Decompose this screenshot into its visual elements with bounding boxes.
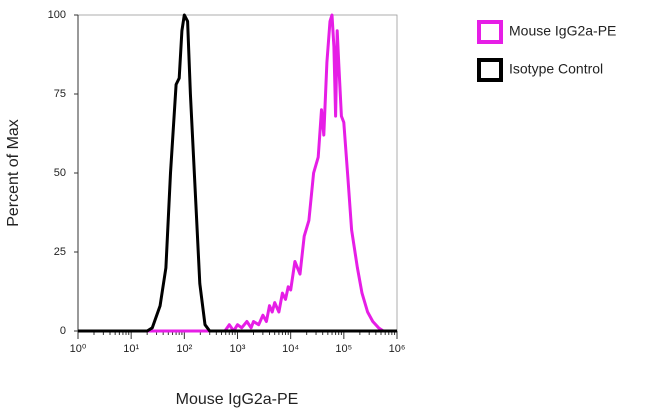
legend-label: Mouse IgG2a-PE — [509, 23, 616, 39]
x-tick-label: 10¹ — [123, 343, 139, 355]
series-line — [78, 13, 397, 333]
y-axis-title: Percent of Max — [5, 119, 22, 227]
x-tick-label: 10² — [176, 343, 192, 355]
x-axis-title: Mouse IgG2a-PE — [176, 391, 299, 408]
x-tick-label: 10⁵ — [335, 343, 352, 355]
series-line — [78, 13, 397, 333]
y-tick-label: 0 — [60, 325, 66, 337]
plot-frame — [77, 14, 398, 332]
y-tick-label: 100 — [48, 9, 66, 21]
x-tick-label: 10⁰ — [70, 343, 87, 355]
y-tick-label: 25 — [54, 246, 66, 258]
x-tick-label: 10³ — [230, 343, 246, 355]
x-tick-label: 10⁴ — [282, 343, 299, 355]
x-tick-label: 10⁶ — [389, 343, 406, 355]
y-tick-label: 75 — [54, 88, 66, 100]
legend-label: Isotype Control — [509, 61, 603, 77]
legend-swatch — [477, 20, 503, 44]
y-tick-label: 50 — [54, 167, 66, 179]
legend-swatch — [477, 58, 503, 82]
